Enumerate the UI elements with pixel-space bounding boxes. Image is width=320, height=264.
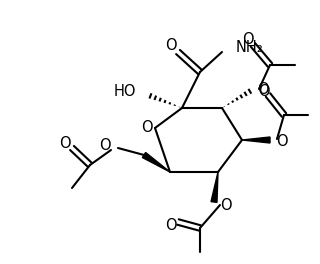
Text: O: O: [276, 134, 288, 148]
Text: O: O: [258, 83, 270, 98]
Text: O: O: [100, 139, 111, 153]
Polygon shape: [211, 172, 218, 202]
Text: O: O: [59, 135, 71, 150]
Text: O: O: [257, 82, 269, 97]
Text: O: O: [141, 120, 153, 135]
Polygon shape: [242, 137, 270, 143]
Text: O: O: [242, 31, 254, 46]
Text: O: O: [165, 218, 177, 233]
Text: O: O: [220, 197, 232, 213]
Polygon shape: [142, 153, 170, 172]
Text: HO: HO: [114, 84, 136, 100]
Text: O: O: [165, 39, 177, 54]
Text: NH₂: NH₂: [236, 40, 264, 54]
